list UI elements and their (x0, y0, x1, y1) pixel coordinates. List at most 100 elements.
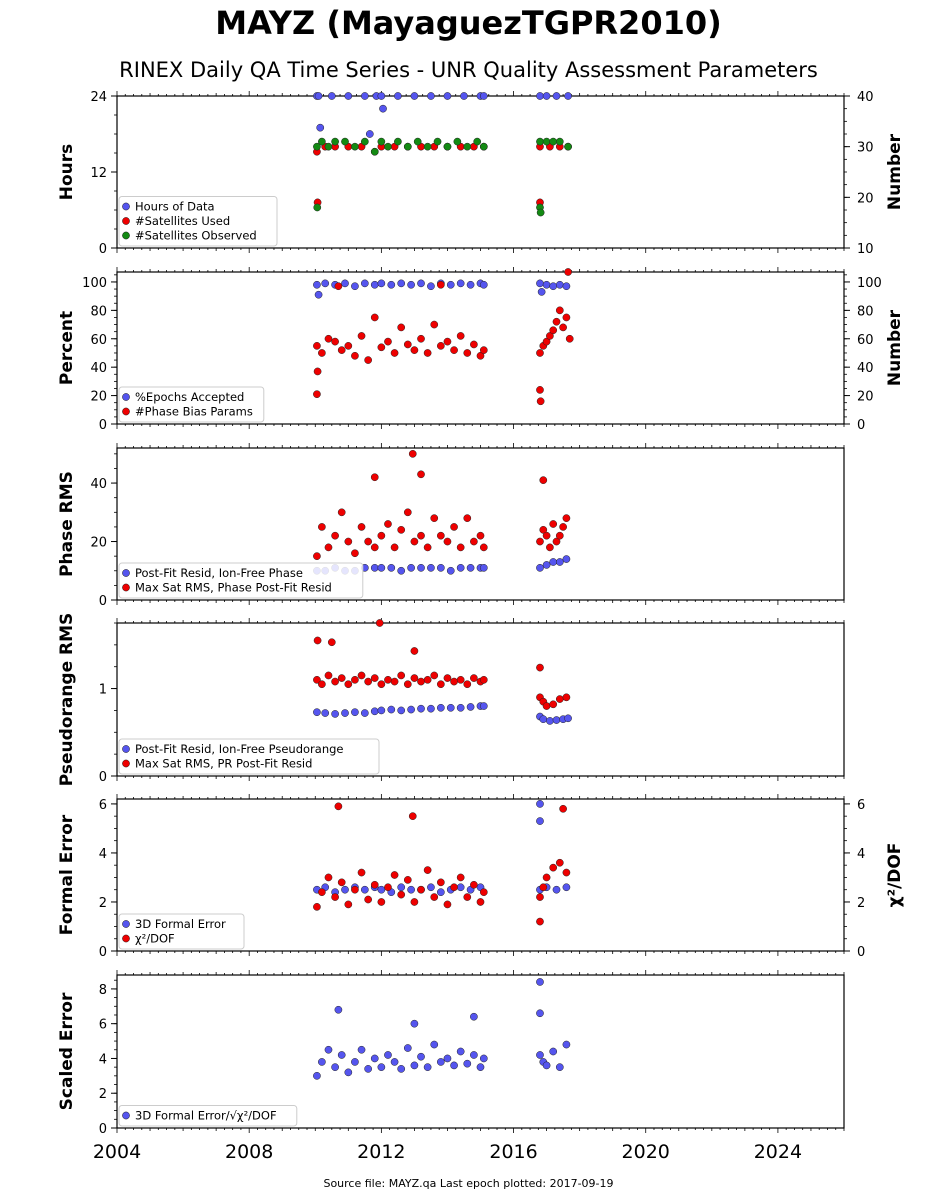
data-point (479, 543, 488, 552)
y-tick-label: 0 (99, 594, 107, 609)
page-title: MAYZ (MayaguezTGPR2010) (215, 4, 722, 42)
y-axis-label: Pseudorange RMS (57, 613, 77, 787)
data-point (313, 142, 321, 151)
data-point (536, 817, 544, 825)
data-point (546, 543, 554, 552)
data-point (549, 1047, 558, 1056)
data-point (562, 1040, 571, 1049)
data-point (417, 704, 425, 713)
data-point (436, 703, 445, 712)
data-point (542, 92, 551, 100)
legend-marker (122, 583, 130, 592)
data-point (394, 92, 402, 100)
data-point (549, 282, 558, 291)
data-point (476, 531, 485, 540)
data-point (384, 883, 392, 892)
data-point (316, 123, 325, 132)
data-point (536, 349, 544, 357)
data-point (555, 1063, 564, 1071)
data-point (549, 137, 558, 146)
data-point (351, 708, 359, 717)
data-point (341, 279, 349, 288)
y-tick-label: 1 (99, 683, 107, 698)
data-point (331, 137, 339, 146)
data-point (423, 866, 432, 874)
data-point (456, 1047, 465, 1056)
data-point (562, 282, 571, 291)
data-point (460, 92, 468, 100)
data-point (536, 663, 544, 672)
data-point (555, 858, 564, 867)
data-point (403, 680, 412, 689)
data-point (313, 280, 321, 289)
legend-label: #Satellites Used (135, 214, 230, 228)
y-axis-label: Percent (57, 311, 77, 385)
legend-label: 3D Formal Error (135, 917, 226, 931)
y-tick-label: 0 (99, 242, 107, 257)
data-point (324, 873, 333, 882)
data-point (351, 282, 359, 291)
data-point (344, 342, 353, 350)
data-point (331, 1063, 339, 1071)
data-point (549, 863, 558, 872)
data-point (331, 531, 339, 540)
series-red (313, 619, 571, 710)
data-point (479, 92, 488, 100)
data-point (536, 137, 544, 146)
data-point (390, 871, 399, 879)
data-point (403, 142, 412, 151)
data-point (456, 883, 465, 892)
legend-label: Max Sat RMS, Phase Post-Fit Resid (135, 581, 332, 595)
data-point (397, 279, 406, 288)
plot-frame (116, 447, 845, 601)
data-point (370, 1054, 379, 1063)
data-point (430, 514, 439, 523)
data-point (318, 888, 326, 897)
data-point (334, 1005, 343, 1014)
x-tick-label: 2024 (754, 1141, 802, 1163)
data-point (410, 647, 419, 655)
panel-percent: 0 20 40 60 80 100 Percent 0 20 40 60 80 100 Number %Ep… (57, 267, 905, 433)
data-point (443, 537, 452, 546)
data-point (443, 674, 452, 682)
data-point (536, 537, 544, 546)
data-point (357, 671, 366, 680)
data-point (463, 142, 472, 151)
data-point (324, 334, 333, 343)
data-point (370, 473, 379, 482)
data-point (552, 716, 561, 724)
y-axis-label: Formal Error (57, 814, 77, 935)
data-point (542, 1061, 551, 1070)
data-point (344, 92, 353, 100)
data-point (542, 531, 551, 540)
y-tick-label: 2 (99, 1087, 107, 1102)
data-point (403, 340, 412, 349)
legend-box (118, 386, 265, 423)
y-tick-label: 6 (99, 798, 107, 813)
legend-box (118, 196, 278, 247)
data-point (446, 566, 455, 575)
data-point (341, 885, 349, 894)
panel-phase: 0 20 40 Phase RMS Post-Fit Resid, Ion-Free P… (57, 443, 845, 609)
data-point (384, 142, 392, 151)
data-point (337, 346, 346, 354)
data-point (410, 1061, 419, 1070)
data-point (417, 334, 425, 343)
data-point (337, 508, 346, 517)
y-tick-label: 12 (90, 166, 107, 181)
y-tick-label: 0 (99, 418, 107, 433)
data-point (542, 137, 551, 146)
y2-tick-label: 10 (857, 242, 874, 257)
data-point (318, 1058, 326, 1066)
data-point (344, 900, 353, 909)
data-point (539, 476, 548, 485)
legend-box (118, 913, 245, 950)
data-point (542, 702, 551, 710)
data-point (536, 978, 544, 986)
data-point (555, 531, 564, 540)
data-point (344, 680, 353, 689)
y-axis-label: Hours (57, 144, 77, 201)
data-point (397, 566, 406, 575)
data-point (463, 893, 472, 901)
